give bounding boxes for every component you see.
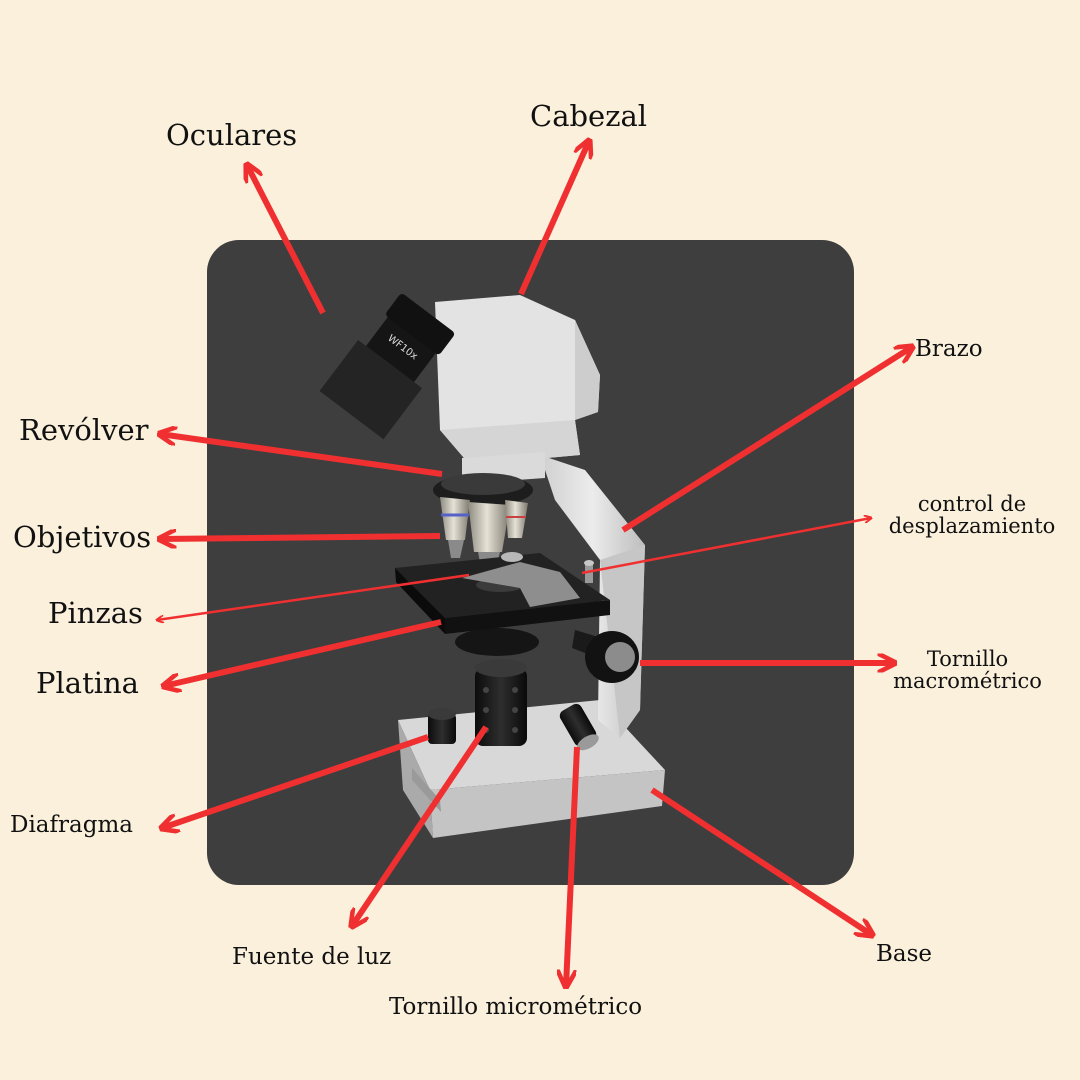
label-fuente-de-luz: Fuente de luz [232,944,392,970]
label-base: Base [876,941,933,967]
label-tornillo-micrometrico: Tornillo micrométrico [389,994,643,1020]
label-oculares: Oculares [166,118,298,152]
arrow-cabezal [518,141,589,296]
label-macro-line2: macrométrico [893,669,1042,694]
label-brazo: Brazo [915,336,983,362]
label-macro-line1: Tornillo [926,647,1009,671]
diaphragm-knob [428,714,456,744]
arrow-base [650,787,872,935]
base-top [398,700,665,790]
arrow-diafragma [162,734,429,828]
arrow-fuente [352,725,489,926]
arrow-control [581,518,871,575]
microscope-illustration: WF10x [319,294,665,838]
stage-condenser [455,628,539,656]
label-diafragma: Diafragma [10,812,133,838]
arrow-objetivos [160,536,441,539]
arrow-platina [164,619,442,686]
eyepiece: WF10x [319,294,455,440]
label-pinzas: Pinzas [48,596,143,630]
label-objetivos: Objetivos [13,520,152,554]
label-control-desplazamiento: control de desplazamiento [872,493,1072,537]
label-platina: Platina [36,666,139,700]
arrow-revolver [160,434,443,477]
label-control-line1: control de [917,492,1027,516]
arrow-micro [566,746,580,986]
label-control-line2: desplazamiento [888,514,1056,539]
fine-knob [559,703,599,751]
label-cabezal: Cabezal [530,99,648,133]
stage-clip [462,562,580,607]
arrows [157,141,912,986]
arrow-pinzas [157,573,470,620]
arrow-oculares [247,165,326,315]
label-revolver: Revólver [19,413,149,447]
arrow-brazo [621,347,912,533]
stage-control-pin [585,563,593,583]
label-tornillo-macrometrico: Tornillo macrométrico [880,648,1055,692]
base-front [430,770,665,838]
stage-front [445,600,610,634]
